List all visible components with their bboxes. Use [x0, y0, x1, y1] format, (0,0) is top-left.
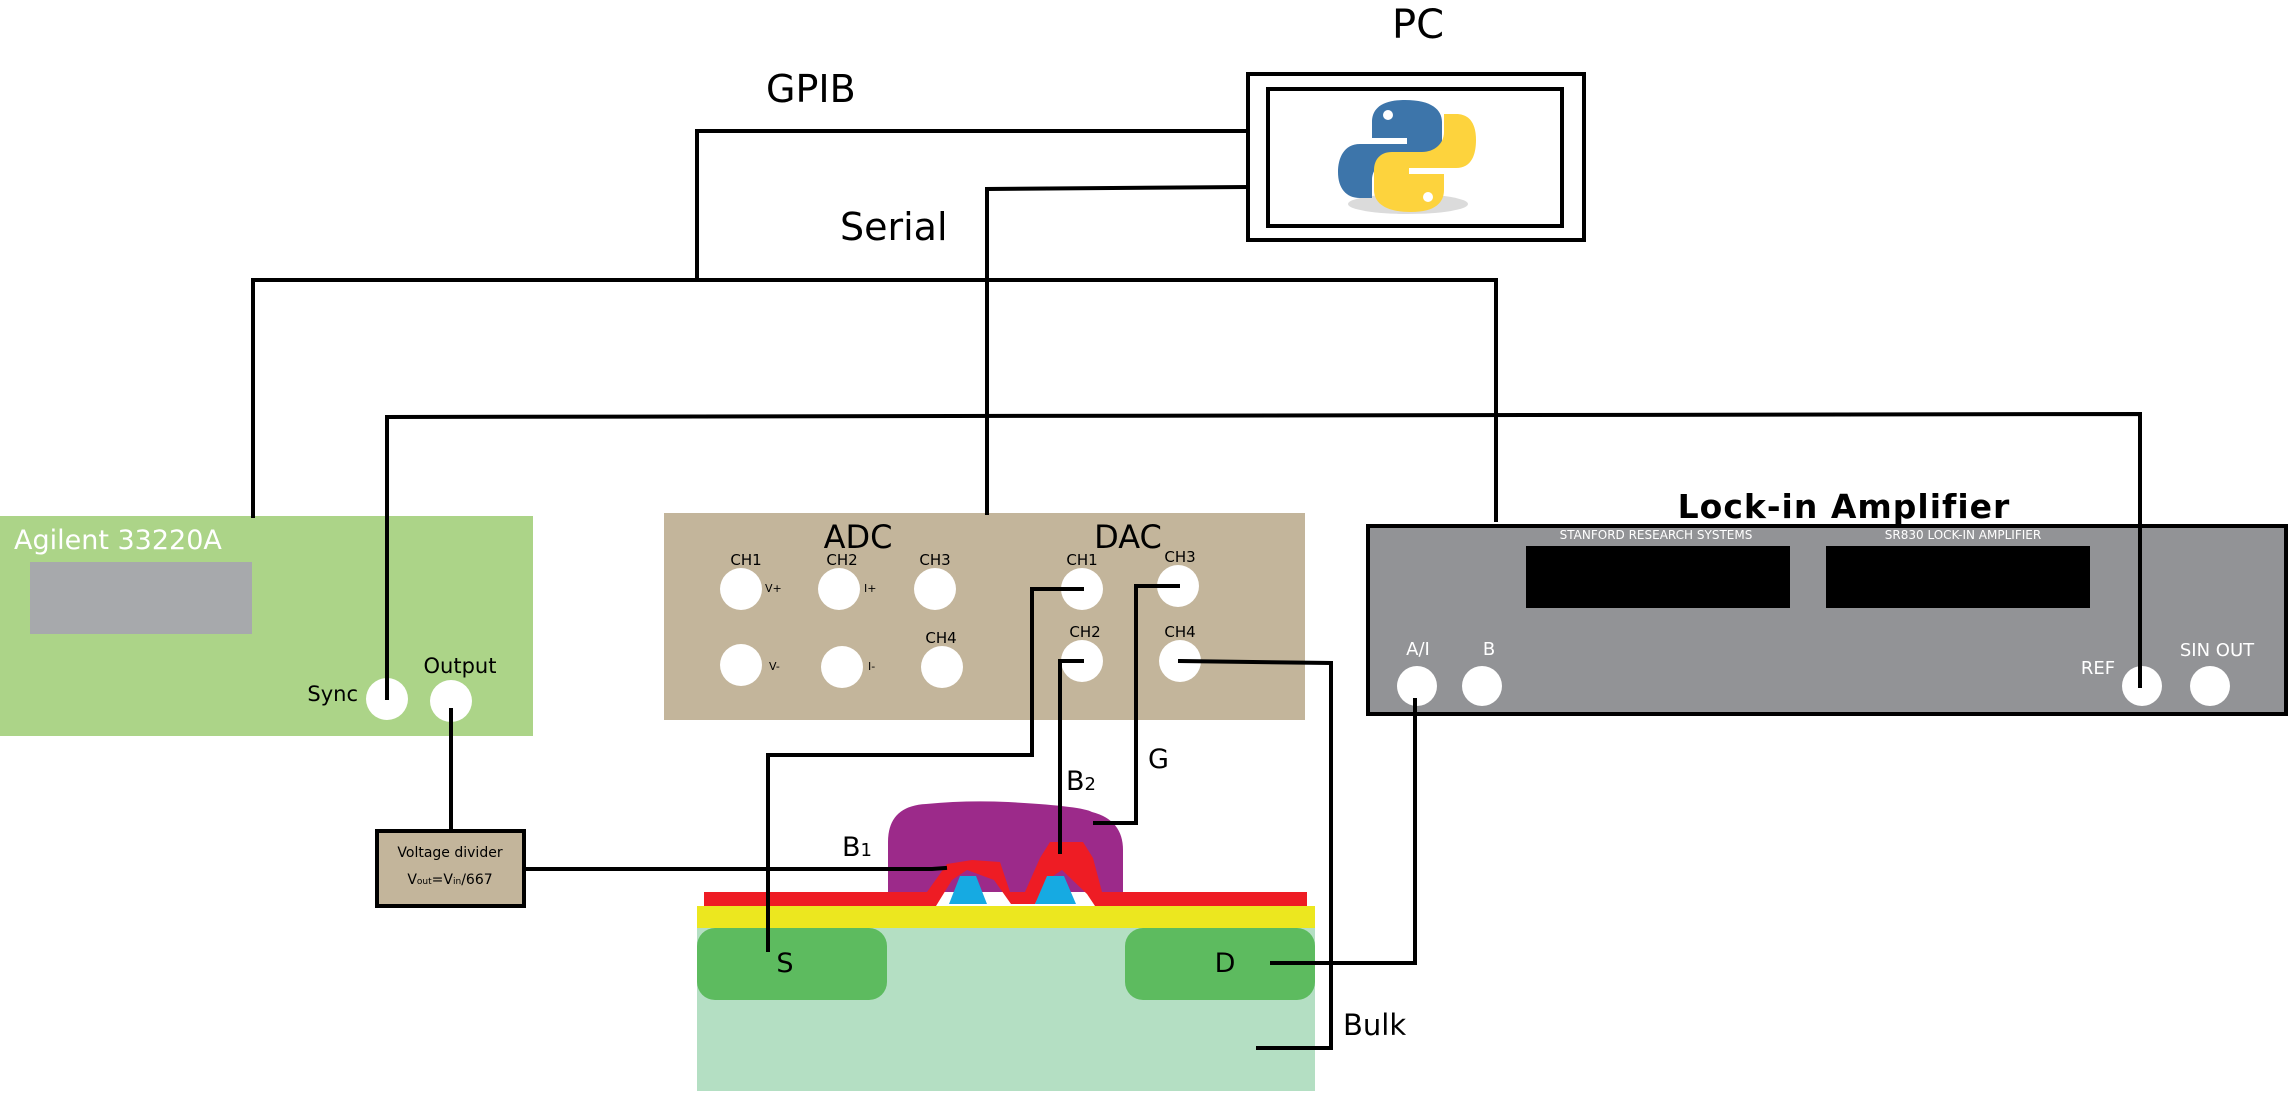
dac-ch2-b2-wire — [1058, 659, 1084, 854]
output-jack[interactable] — [430, 680, 472, 722]
source-contact — [697, 928, 887, 1000]
gpib-bus-wire — [695, 129, 1249, 282]
input-b-jack[interactable] — [1462, 666, 1502, 706]
adc-ch1-label: CH1 — [730, 551, 761, 569]
function-generator-agilent: Agilent 33220A Sync Output — [0, 516, 533, 736]
gate-label: G — [1148, 744, 1169, 775]
dac-ch4-label: CH4 — [1164, 623, 1195, 641]
device-cross-section: S D B1 B2 G Bulk — [697, 744, 1406, 1091]
serial-label: Serial — [840, 205, 948, 249]
reference-sync-wire — [385, 411, 2142, 700]
oxide-layer — [697, 906, 1315, 928]
output-label: Output — [424, 654, 497, 678]
adc-ch2-iplus-jack[interactable] — [818, 568, 860, 610]
dac-ch3-label: CH3 — [1164, 548, 1195, 566]
lockin-model: SR830 LOCK-IN AMPLIFIER — [1885, 528, 2041, 542]
barrier-core-b2 — [1035, 876, 1076, 904]
dac-ch1-source-wire — [766, 587, 1084, 952]
bulk-label: Bulk — [1343, 1008, 1406, 1042]
gpib-bus-branch-wire — [251, 278, 1498, 522]
b1-label: B1 — [842, 832, 872, 863]
adc-ch1-vminus-jack[interactable] — [720, 644, 762, 686]
dac-title: DAC — [1094, 518, 1162, 556]
adc-title: ADC — [824, 518, 893, 556]
input-a-jack[interactable] — [1397, 666, 1437, 706]
ref-label: REF — [2081, 658, 2115, 679]
pc-title: PC — [1392, 2, 1444, 48]
lockin-heading: Lock-in Amplifier — [1678, 487, 2011, 526]
barrier-core-b1 — [949, 876, 987, 904]
adc-ch3-jack[interactable] — [914, 568, 956, 610]
sin-out-jack[interactable] — [2190, 666, 2230, 706]
adc-iminus-label: I- — [868, 660, 875, 673]
barrier-metal-layer — [704, 842, 1307, 906]
sync-label: Sync — [307, 682, 358, 706]
function-generator-title: Agilent 33220A — [14, 525, 222, 556]
adc-ch1-vplus-jack[interactable] — [720, 568, 762, 610]
adc-ch3-label: CH3 — [919, 551, 950, 569]
dac-ch1-label: CH1 — [1066, 551, 1097, 569]
lockin-display-left — [1526, 546, 1790, 608]
voltage-divider-body — [375, 829, 526, 908]
wiring — [251, 129, 2142, 1050]
dac-ch2-label: CH2 — [1069, 623, 1100, 641]
adc-dac-box: ADC DAC CH1 CH2 CH3 CH4 V+ I+ V- I- CH1 … — [664, 513, 1305, 720]
lockin-amplifier: Lock-in Amplifier STANFORD RESEARCH SYST… — [1366, 487, 2288, 716]
adc-ch2-label: CH2 — [826, 551, 857, 569]
function-generator-display — [30, 562, 252, 634]
lockin-display-right — [1826, 546, 2090, 608]
gpib-label: GPIB — [766, 67, 856, 111]
voltage-divider-formula: Vout=Vin/667 — [407, 872, 492, 888]
input-b-label: B — [1483, 639, 1495, 660]
pc-block: PC — [1246, 2, 1586, 242]
serial-bus-wire — [985, 184, 1250, 515]
divider-b1-wire — [524, 865, 948, 871]
adc-iplus-label: I+ — [864, 582, 876, 595]
drain-contact — [1125, 928, 1315, 1000]
drain-lockin-wire — [1270, 698, 1417, 965]
adc-ch4-label: CH4 — [925, 629, 956, 647]
source-label: S — [776, 948, 793, 979]
dac-ch3-gate-wire — [1093, 584, 1180, 825]
adc-dac-body — [664, 513, 1305, 720]
dac-ch4-bulk-wire — [1177, 658, 1333, 1050]
adc-vplus-label: V+ — [765, 582, 782, 595]
voltage-divider-title: Voltage divider — [397, 845, 502, 861]
voltage-divider: Voltage divider Vout=Vin/667 — [375, 829, 526, 908]
python-logo-icon — [1338, 100, 1476, 214]
drain-label: D — [1215, 948, 1236, 979]
sin-out-label: SIN OUT — [2180, 640, 2255, 661]
lockin-brand: STANFORD RESEARCH SYSTEMS — [1560, 528, 1753, 542]
adc-vminus-label: V- — [769, 660, 780, 673]
adc-ch2-iminus-jack[interactable] — [821, 646, 863, 688]
b2-label: B2 — [1066, 766, 1096, 797]
adc-ch4-jack[interactable] — [921, 646, 963, 688]
input-a-label: A/I — [1406, 639, 1430, 660]
